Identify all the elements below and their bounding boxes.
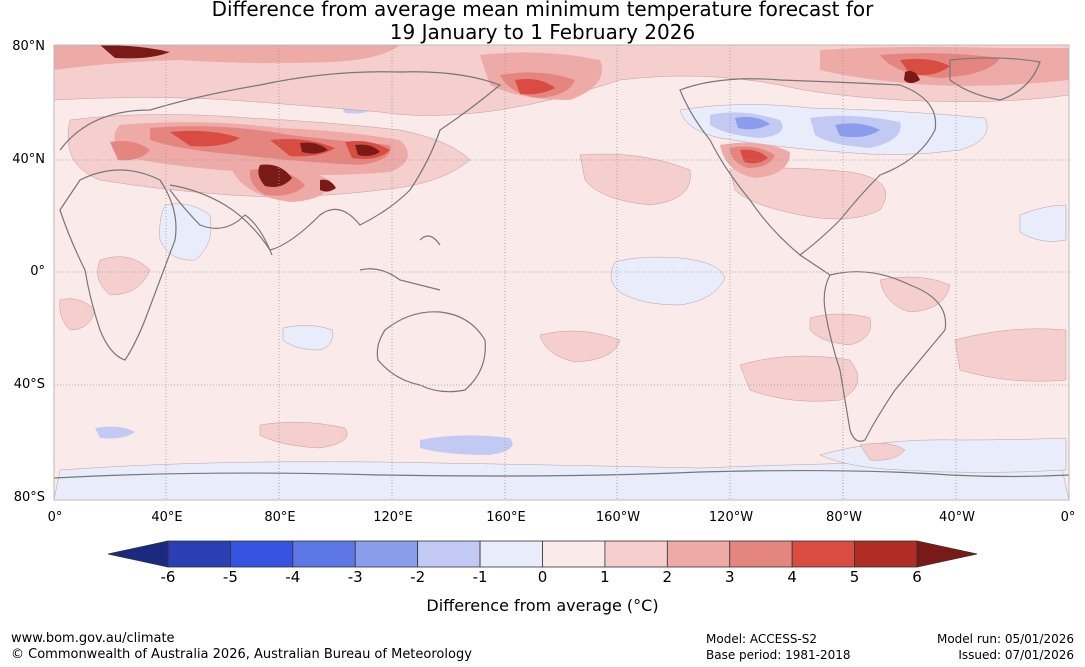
colorbar-step bbox=[167, 540, 231, 568]
model-name: Model: ACCESS-S2 bbox=[706, 632, 818, 646]
issued-date: Issued: 07/01/2026 bbox=[958, 648, 1074, 662]
model-run-date: Model run: 05/01/2026 bbox=[936, 632, 1074, 646]
lat-label-0: 0° bbox=[30, 264, 45, 279]
colorbar-step bbox=[729, 540, 793, 568]
coastlines bbox=[54, 57, 1069, 479]
colorbar bbox=[107, 540, 978, 568]
map-title-line-2: 19 January to 1 February 2026 bbox=[389, 20, 696, 44]
lon-label-160w: 160°W bbox=[595, 510, 641, 525]
lon-label-120w: 120°W bbox=[708, 510, 754, 525]
copyright-text: © Commonwealth of Australia 2026, Austra… bbox=[11, 647, 472, 662]
colorbar-step bbox=[417, 540, 481, 568]
colorbar-step bbox=[604, 540, 668, 568]
extreme-warm-areas bbox=[100, 45, 920, 192]
map-title-line-1: Difference from average mean minimum tem… bbox=[211, 0, 874, 21]
lon-label-80e: 80°E bbox=[264, 510, 296, 525]
colorbar-tick-label: 0 bbox=[537, 568, 548, 586]
lat-label-40n: 40°N bbox=[12, 152, 45, 167]
colorbar-step bbox=[666, 540, 731, 568]
base-period: Base period: 1981-2018 bbox=[706, 648, 851, 662]
colorbar-step bbox=[354, 540, 419, 568]
lon-label-40e: 40°E bbox=[151, 510, 183, 525]
colorbar-tick-label: 4 bbox=[787, 568, 797, 586]
colorbar-step bbox=[791, 540, 855, 568]
colorbar-extend-high bbox=[916, 540, 978, 568]
colorbar-step bbox=[230, 540, 294, 568]
website-link[interactable]: www.bom.gov.au/climate bbox=[11, 631, 175, 646]
colorbar-tick-label: -3 bbox=[347, 568, 363, 586]
colorbar-tick-label: 5 bbox=[849, 568, 860, 586]
lat-label-80n: 80°N bbox=[12, 39, 45, 54]
colorbar-tick-label: 3 bbox=[724, 568, 735, 586]
lon-label-80w: 80°W bbox=[826, 510, 862, 525]
graticule bbox=[54, 45, 1069, 500]
colorbar-step bbox=[292, 540, 356, 568]
colorbar-extend-low bbox=[107, 540, 169, 568]
colorbar-step bbox=[854, 540, 918, 568]
colorbar-label: Difference from average (°C) bbox=[426, 596, 659, 615]
lon-label-0-east: 0° bbox=[1060, 510, 1076, 525]
colorbar-step bbox=[479, 540, 543, 568]
colorbar-tick-label: -4 bbox=[285, 568, 301, 586]
colorbar-tick-label: 6 bbox=[912, 568, 922, 586]
lon-label-0-west: 0° bbox=[47, 510, 63, 525]
colorbar-tick-label: -6 bbox=[160, 568, 176, 586]
lat-label-80s: 80°S bbox=[13, 490, 45, 505]
forecast-map bbox=[53, 44, 1070, 501]
colorbar-tick-label: 2 bbox=[662, 568, 673, 586]
colorbar-tick-label: -2 bbox=[410, 568, 426, 586]
lon-label-120e: 120°E bbox=[373, 510, 413, 525]
strong-cool-areas bbox=[735, 116, 880, 138]
lat-label-40s: 40°S bbox=[13, 377, 45, 392]
lon-label-40w: 40°W bbox=[939, 510, 975, 525]
lon-label-160e: 160°E bbox=[486, 510, 526, 525]
colorbar-tick-label: -5 bbox=[222, 568, 238, 586]
colorbar-tick-label: 1 bbox=[600, 568, 610, 586]
map-frame bbox=[53, 44, 1070, 501]
colorbar-tick-label: -1 bbox=[472, 568, 488, 586]
colorbar-step bbox=[542, 540, 606, 568]
